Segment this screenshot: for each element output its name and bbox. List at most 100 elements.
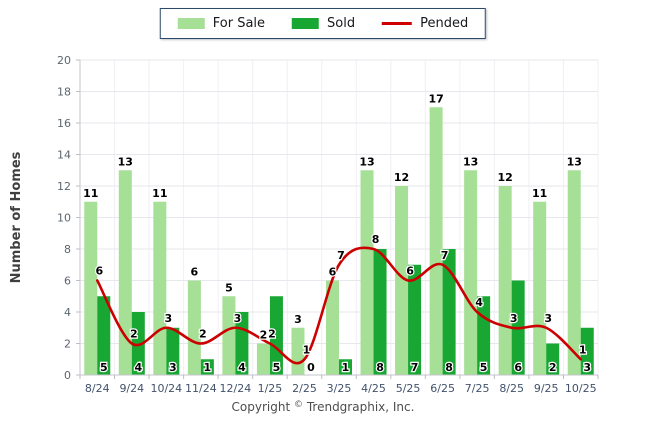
y-tick-label: 12 <box>57 180 71 193</box>
pended-value-label: 7 <box>337 249 345 262</box>
for-sale-swatch-icon <box>177 18 205 29</box>
x-tick-label: 10/24 <box>150 382 182 395</box>
sold-value-label: 4 <box>134 361 142 374</box>
bar-sold <box>166 327 180 375</box>
sold-value-label: 7 <box>411 361 419 374</box>
legend-label-pended: Pended <box>420 16 469 31</box>
pended-value-label: 7 <box>441 249 449 262</box>
bar-for-sale <box>567 170 581 375</box>
pended-value-label: 2 <box>199 328 207 341</box>
x-tick-label: 1/25 <box>258 382 283 395</box>
y-tick-label: 16 <box>57 117 71 130</box>
sold-value-label: 3 <box>169 361 177 374</box>
legend-label-for-sale: For Sale <box>212 16 266 31</box>
x-tick-label: 8/25 <box>499 382 524 395</box>
bar-for-sale <box>360 170 374 375</box>
y-tick-label: 8 <box>64 243 71 256</box>
legend-item-for-sale: For Sale <box>177 16 266 31</box>
pended-value-label: 2 <box>268 328 276 341</box>
for-sale-value-label: 11 <box>532 187 547 200</box>
bar-sold <box>200 359 214 375</box>
bar-for-sale <box>84 201 98 375</box>
pended-value-label: 3 <box>544 312 552 325</box>
copyright-symbol: © <box>294 400 304 410</box>
copyright-company: Trendgraphix, Inc. <box>306 400 415 414</box>
bar-for-sale <box>118 170 132 375</box>
legend-item-pended: Pended <box>382 17 468 30</box>
bar-for-sale <box>222 296 236 375</box>
copyright-word: Copyright <box>231 400 291 414</box>
pended-value-label: 1 <box>579 343 587 356</box>
x-tick-label: 7/25 <box>465 382 490 395</box>
for-sale-value-label: 6 <box>191 266 199 279</box>
bar-for-sale <box>326 280 339 375</box>
y-tick-label: 6 <box>64 275 71 288</box>
bar-sold <box>97 296 111 375</box>
y-tick-label: 14 <box>57 149 71 162</box>
sold-value-label: 3 <box>583 361 591 374</box>
bar-sold <box>131 312 145 375</box>
for-sale-value-label: 11 <box>152 187 167 200</box>
chart-legend: For Sale Sold Pended <box>159 8 487 39</box>
sold-value-label: 0 <box>307 361 315 374</box>
pended-value-label: 2 <box>130 328 138 341</box>
x-tick-label: 4/25 <box>361 382 386 395</box>
pended-value-label: 3 <box>234 312 242 325</box>
y-tick-label: 2 <box>64 338 71 351</box>
bar-for-sale <box>395 186 409 375</box>
bar-sold <box>546 343 560 375</box>
sold-value-label: 4 <box>238 361 246 374</box>
for-sale-value-label: 13 <box>463 155 478 168</box>
sold-value-label: 8 <box>376 361 384 374</box>
bar-for-sale <box>256 343 270 375</box>
y-tick-label: 4 <box>64 306 71 319</box>
copyright-text: Copyright © Trendgraphix, Inc. <box>0 400 646 414</box>
x-tick-label: 8/24 <box>85 382 110 395</box>
sold-value-label: 1 <box>342 361 350 374</box>
bar-sold <box>580 327 594 375</box>
sold-value-label: 6 <box>514 361 522 374</box>
pended-value-label: 4 <box>475 296 483 309</box>
x-tick-label: 5/25 <box>396 382 421 395</box>
pended-value-label: 3 <box>165 312 173 325</box>
for-sale-value-label: 12 <box>394 171 409 184</box>
for-sale-value-label: 13 <box>359 155 374 168</box>
for-sale-value-label: 2 <box>260 329 268 342</box>
bar-sold <box>339 359 352 375</box>
y-tick-label: 20 <box>57 54 71 67</box>
for-sale-value-label: 3 <box>294 313 302 326</box>
legend-label-sold: Sold <box>327 16 356 31</box>
bar-sold <box>373 249 387 375</box>
sold-swatch-icon <box>292 18 320 29</box>
bar-for-sale <box>153 201 167 375</box>
sold-value-label: 8 <box>445 361 453 374</box>
bar-sold <box>408 264 422 375</box>
y-axis-title: Number of Homes <box>9 151 24 283</box>
bar-sold <box>269 296 283 375</box>
pended-value-label: 6 <box>95 265 103 278</box>
for-sale-value-label: 11 <box>83 187 98 200</box>
y-tick-label: 10 <box>57 212 71 225</box>
y-tick-label: 18 <box>57 86 71 99</box>
for-sale-value-label: 12 <box>498 171 513 184</box>
x-tick-label: 11/24 <box>185 382 217 395</box>
bar-for-sale <box>533 201 547 375</box>
sold-value-label: 2 <box>549 361 557 374</box>
x-tick-label: 2/25 <box>292 382 317 395</box>
x-tick-label: 3/25 <box>327 382 352 395</box>
for-sale-value-label: 5 <box>225 281 233 294</box>
pended-line-swatch-icon <box>382 22 413 25</box>
for-sale-value-label: 13 <box>118 155 133 168</box>
pended-value-label: 3 <box>510 312 518 325</box>
for-sale-value-label: 13 <box>567 155 582 168</box>
sold-value-label: 5 <box>100 361 108 374</box>
x-tick-label: 6/25 <box>430 382 455 395</box>
legend-item-sold: Sold <box>292 17 355 30</box>
pended-value-label: 1 <box>303 343 311 356</box>
sold-value-label: 5 <box>273 361 281 374</box>
bar-for-sale <box>464 170 478 375</box>
x-tick-label: 9/24 <box>119 382 144 395</box>
bar-for-sale <box>498 186 512 375</box>
